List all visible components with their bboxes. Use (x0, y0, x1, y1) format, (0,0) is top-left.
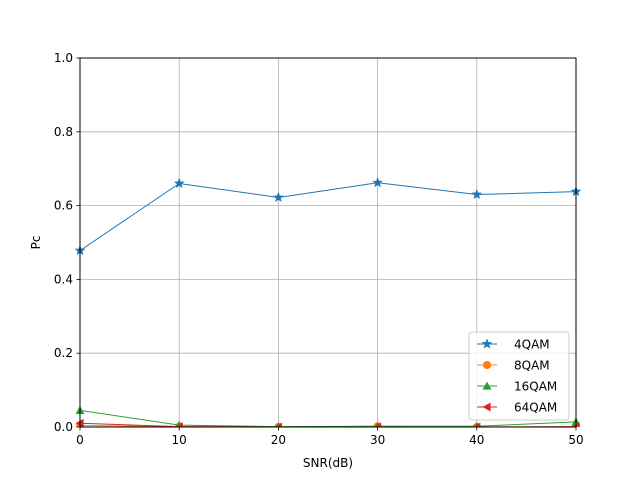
data-point-64qam (174, 422, 183, 427)
y-tick-label: 0.2 (54, 346, 73, 360)
y-tick-label: 1.0 (54, 51, 73, 65)
x-tick-label: 0 (76, 433, 84, 447)
legend-label-8qam: 8QAM (514, 359, 550, 373)
legend-label-4qam: 4QAM (514, 338, 550, 352)
x-tick-label: 10 (172, 433, 187, 447)
legend-marker-64qam (482, 402, 491, 412)
y-tick-label: 0.4 (54, 272, 73, 286)
data-point-4qam (272, 191, 284, 203)
legend-marker-4qam (481, 338, 493, 349)
x-axis: 0 10 20 30 40 50 (76, 427, 584, 447)
x-tick-label: 30 (370, 433, 385, 447)
x-tick-label: 50 (568, 433, 583, 447)
legend: 4QAM 8QAM 16QAM 64QAM (468, 331, 570, 421)
series-line-4qam (79, 182, 577, 252)
legend-marker-8qam (483, 361, 491, 369)
x-axis-label: SNR(dB) (303, 456, 353, 470)
data-point-4qam (372, 177, 384, 188)
x-tick-label: 20 (271, 433, 286, 447)
y-axis: 0.0 0.2 0.4 0.6 0.8 1.0 (54, 51, 80, 434)
y-tick-label: 0.0 (54, 420, 73, 434)
legend-box (468, 331, 570, 421)
data-point-64qam (373, 422, 382, 427)
legend-label-64qam: 64QAM (514, 401, 557, 415)
legend-marker-16qam (482, 381, 492, 390)
data-point-64qam (273, 422, 282, 427)
legend-label-16qam: 16QAM (514, 380, 557, 394)
y-tick-label: 0.6 (54, 199, 73, 213)
plot-frame (79, 57, 577, 428)
data-point-4qam (471, 188, 483, 200)
data-point-4qam (173, 177, 185, 189)
x-tick-label: 40 (469, 433, 484, 447)
data-point-64qam (472, 422, 481, 427)
series-line-16qam (79, 409, 577, 427)
grid (79, 57, 577, 428)
y-axis-label: Pc (29, 236, 43, 250)
y-tick-label: 0.8 (54, 125, 73, 139)
